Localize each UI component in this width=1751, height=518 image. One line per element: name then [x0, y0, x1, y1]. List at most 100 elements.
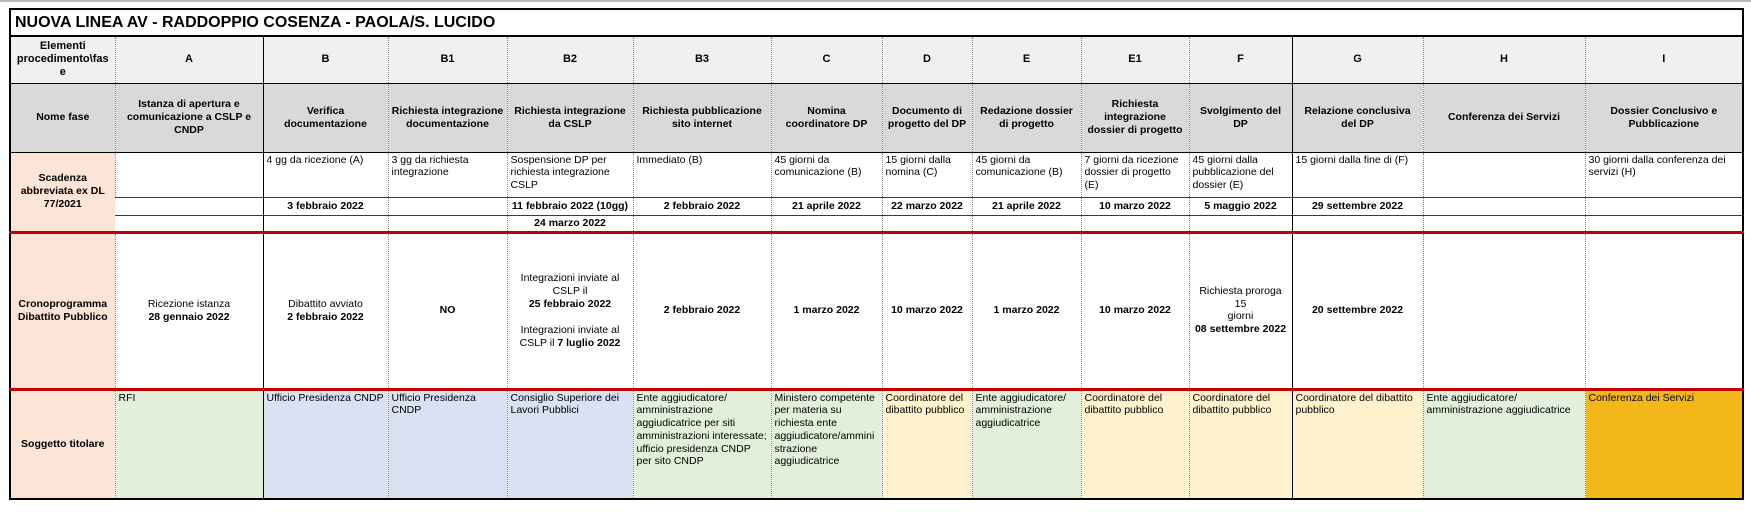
- cell-soggetto-F: Coordinatore del dibattito pubblico: [1188, 387, 1292, 499]
- cell-phase-B: Verifica documentazione: [262, 83, 388, 153]
- cell-column-header-C: C: [770, 36, 882, 84]
- cell-scadenza-date2-B2: 24 marzo 2022: [506, 214, 633, 232]
- cell-soggetto-G: Coordinatore del dibattito pubblico: [1291, 387, 1423, 499]
- cell-scadenza-date1-B2: 11 febbraio 2022 (10gg): [506, 196, 633, 215]
- phase-names-row: Nome fase Istanza di apertura e comunica…: [10, 83, 1744, 153]
- cell-scadenza-desc-B2: Sospensione DP per richiesta integrazion…: [506, 152, 633, 197]
- cell-soggetto-B3: Ente aggiudicatore/ amministrazione aggi…: [632, 387, 771, 499]
- cell-scadenza-desc-F: 45 giorni dalla pubblicazione del dossie…: [1188, 152, 1292, 197]
- cell-cronoprogramma-B: Dibattito avviato 2 febbraio 2022: [262, 230, 388, 389]
- cell-scadenza-date1-I: [1584, 196, 1744, 215]
- cell-phase-E: Redazione dossier di progetto: [971, 83, 1081, 153]
- cell-scadenza-date2-E: [971, 214, 1081, 232]
- cell-cronoprogramma-F: Richiesta proroga 15 giorni 08 settembre 2…: [1188, 230, 1292, 389]
- cell-cronoprogramma-D: 10 marzo 2022: [881, 230, 972, 389]
- cell-soggetto-B: Ufficio Presidenza CNDP: [262, 387, 388, 499]
- cell-cronoprogramma-B3: 2 febbraio 2022: [632, 230, 771, 389]
- cell-phase-H: Conferenza dei Servizi: [1422, 83, 1585, 153]
- cell-column-header-D: D: [881, 36, 972, 84]
- cell-phase-F: Svolgimento del DP: [1188, 83, 1292, 153]
- cell-scadenza-date1-B3: 2 febbraio 2022: [632, 196, 771, 215]
- cell-scadenza-date1-G: 29 settembre 2022: [1291, 196, 1423, 215]
- cell-cronoprogramma-C: 1 marzo 2022: [770, 230, 882, 389]
- cell-scadenza-date2-F: [1188, 214, 1292, 232]
- cell-phase-B3: Richiesta pubblicazione sito internet: [632, 83, 771, 153]
- cell-scadenza-date1-C: 21 aprile 2022: [770, 196, 882, 215]
- cell-scadenza-date2-B: [262, 214, 388, 232]
- cell-soggetto-H: Ente aggiudicatore/ amministrazione aggi…: [1422, 387, 1585, 499]
- cell-cronoprogramma-E1: 10 marzo 2022: [1080, 230, 1189, 389]
- cell-scadenza-desc-C: 45 giorni da comunicazione (B): [770, 152, 882, 197]
- row-header-soggetto: Soggetto titolare: [10, 387, 115, 499]
- row-header-cronoprogramma: Cronoprogramma Dibattito Pubblico: [10, 230, 115, 389]
- cell-scadenza-date1-B: 3 febbraio 2022: [262, 196, 388, 215]
- scadenza-date-row-2: 24 marzo 2022: [10, 214, 1744, 232]
- soggetto-titolare-row: Soggetto titolare RFI Ufficio Presidenza …: [10, 387, 1744, 499]
- cell-cronoprogramma-G: 20 settembre 2022: [1291, 230, 1423, 389]
- cell-scadenza-desc-G: 15 giorni dalla fine di (F): [1291, 152, 1423, 197]
- cell-scadenza-date1-B1: [387, 196, 507, 215]
- cell-soggetto-I: Conferenza dei Servizi: [1584, 387, 1744, 499]
- cell-column-header-H: H: [1422, 36, 1585, 84]
- scadenza-date-row-1: 3 febbraio 2022 11 febbraio 2022 (10gg) 2 …: [10, 196, 1744, 215]
- cell-scadenza-desc-B3: Immediato (B): [632, 152, 771, 197]
- cell-column-header-A: A: [114, 36, 263, 84]
- cell-scadenza-date2-H: [1422, 214, 1585, 232]
- cell-phase-B2: Richiesta integrazione da CSLP: [506, 83, 633, 153]
- cell-phase-B1: Richiesta integrazione documentazione: [387, 83, 507, 153]
- cell-scadenza-desc-E1: 7 giorni da ricezione dossier di progett…: [1080, 152, 1189, 197]
- title-row: NUOVA LINEA AV - RADDOPPIO COSENZA - PAO…: [10, 9, 1744, 37]
- cell-phase-D: Documento di progetto del DP: [881, 83, 972, 153]
- scadenza-description-row: Scadenza abbreviata ex DL 77/2021 4 gg d…: [10, 152, 1744, 232]
- cell-column-header-I: I: [1584, 36, 1744, 84]
- cell-column-header-B2: B2: [506, 36, 633, 84]
- row-header-scadenza: Scadenza abbreviata ex DL 77/2021: [10, 152, 115, 232]
- corner-header: Elementi procedimento\fase: [10, 36, 115, 84]
- cell-scadenza-date2-G: [1291, 214, 1423, 232]
- cell-column-header-B3: B3: [632, 36, 771, 84]
- cell-cronoprogramma-A: Ricezione istanza 28 gennaio 2022: [114, 230, 263, 389]
- cell-soggetto-B2: Consiglio Superiore dei Lavori Pubblici: [506, 387, 633, 499]
- cell-scadenza-date1-E1: 10 marzo 2022: [1080, 196, 1189, 215]
- cell-phase-G: Relazione conclusiva del DP: [1291, 83, 1423, 153]
- cell-column-header-B1: B1: [387, 36, 507, 84]
- cell-soggetto-A: RFI: [114, 387, 263, 499]
- page-title: NUOVA LINEA AV - RADDOPPIO COSENZA - PAO…: [10, 9, 1744, 37]
- cell-scadenza-desc-B: 4 gg da ricezione (A): [262, 152, 388, 197]
- cell-soggetto-E: Ente aggiudicatore/ amministrazione aggi…: [971, 387, 1081, 499]
- cell-cronoprogramma-E: 1 marzo 2022: [971, 230, 1081, 389]
- cell-column-header-E1: E1: [1080, 36, 1189, 84]
- cell-scadenza-date2-D: [881, 214, 972, 232]
- cell-scadenza-desc-H: [1422, 152, 1585, 197]
- cell-scadenza-date2-C: [770, 214, 882, 232]
- cell-phase-E1: Richiesta integrazione dossier di proget…: [1080, 83, 1189, 153]
- cell-scadenza-date2-B3: [632, 214, 771, 232]
- cronoprogramma-row: Cronoprogramma Dibattito Pubblico Ricezi…: [10, 230, 1744, 389]
- cell-scadenza-date1-E: 21 aprile 2022: [971, 196, 1081, 215]
- cell-scadenza-desc-D: 15 giorni dalla nomina (C): [881, 152, 972, 197]
- cell-scadenza-date1-A: [115, 196, 263, 215]
- cell-soggetto-B1: Ufficio Presidenza CNDP: [387, 387, 507, 499]
- cell-scadenza-date2-E1: [1080, 214, 1189, 232]
- column-letters-row: Elementi procedimento\fase A B B1 B2 B3 C D E E1…: [10, 36, 1744, 84]
- cell-soggetto-E1: Coordinatore del dibattito pubblico: [1080, 387, 1189, 499]
- cell-scadenza-date1-H: [1422, 196, 1585, 215]
- cell-scadenza-desc-E: 45 giorni da comunicazione (B): [971, 152, 1081, 197]
- cell-scadenza-date1-D: 22 marzo 2022: [881, 196, 972, 215]
- cell-column-header-E: E: [971, 36, 1081, 84]
- cell-cronoprogramma-B1: NO: [387, 230, 507, 389]
- cell-scadenza-date2-A: [115, 214, 263, 232]
- cell-cronoprogramma-I: [1584, 230, 1744, 389]
- cell-column-header-B: B: [262, 36, 388, 84]
- cell-phase-A: Istanza di apertura e comunicazione a CS…: [114, 83, 263, 153]
- cell-phase-C: Nomina coordinatore DP: [770, 83, 882, 153]
- row-header-nome-fase: Nome fase: [10, 83, 115, 153]
- cell-column-header-F: F: [1188, 36, 1292, 84]
- cell-scadenza-date2-I: [1584, 214, 1744, 232]
- cell-scadenza-date1-F: 5 maggio 2022: [1188, 196, 1292, 215]
- cell-soggetto-D: Coordinatore del dibattito pubblico: [881, 387, 972, 499]
- procedure-table: NUOVA LINEA AV - RADDOPPIO COSENZA - PAO…: [9, 8, 1745, 500]
- cell-scadenza-desc-B1: 3 gg da richiesta integrazione: [387, 152, 507, 197]
- cell-cronoprogramma-H: [1422, 230, 1585, 389]
